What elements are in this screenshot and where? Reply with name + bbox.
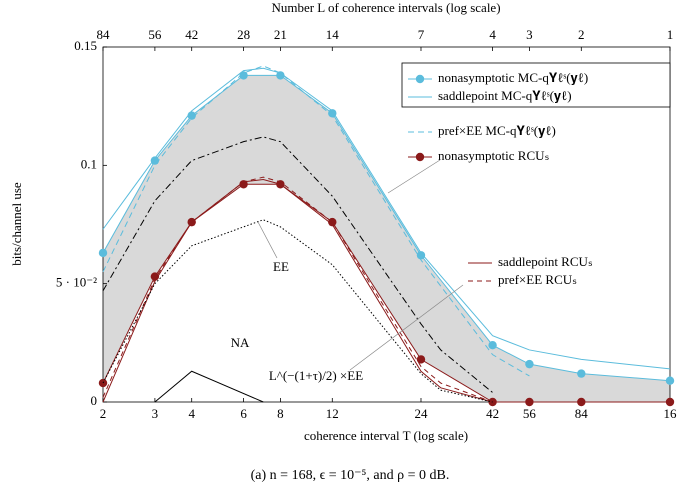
x2-tick-label: 28 — [237, 27, 250, 42]
series-line — [102, 176, 670, 403]
legend-marker — [415, 74, 425, 84]
series-line — [102, 219, 493, 403]
plot-frame — [102, 46, 671, 403]
x2-tick-label: 56 — [148, 27, 162, 42]
x2-tick-label: 14 — [326, 27, 340, 42]
top-axis-title: Number L of coherence intervals (log sca… — [271, 0, 500, 15]
x-tick-label: 2 — [100, 406, 107, 421]
annotation-leader — [387, 159, 441, 194]
series-marker — [525, 359, 534, 369]
series-marker — [665, 376, 675, 385]
legend-label: pref×EE MC-q𝐘ℓˢ(𝐲ℓ) — [438, 123, 556, 138]
y-tick-label: 0.1 — [81, 156, 97, 171]
x2-tick-label: 4 — [489, 27, 496, 42]
y-tick-label: 0.15 — [74, 38, 97, 53]
x-tick-label: 16 — [664, 406, 678, 421]
x-tick-label: 4 — [188, 406, 195, 421]
x2-tick-label: 7 — [418, 27, 425, 42]
legend-label: pref×EE RCUₛ — [498, 272, 577, 287]
legend-label: nonasymptotic RCUₛ — [438, 148, 550, 163]
legend-marker — [415, 152, 425, 162]
series-marker — [276, 71, 285, 80]
series-line — [102, 136, 493, 393]
x-tick-label: 84 — [575, 406, 589, 421]
legend-box — [401, 62, 671, 108]
series-line — [102, 65, 530, 377]
series-marker — [577, 369, 586, 378]
x2-tick-label: 21 — [274, 27, 287, 42]
annotation: L^(−(1+τ)/2) ×EE — [269, 368, 363, 383]
series-marker — [239, 71, 248, 80]
series-line — [102, 67, 671, 370]
shaded-area — [103, 75, 670, 403]
y-tick-label: 5 · 10⁻² — [56, 275, 97, 290]
x-tick-label: 24 — [414, 406, 428, 421]
annotation-leader — [257, 221, 278, 259]
series-marker — [98, 248, 108, 258]
y-axis-title: bits/channel use — [9, 182, 24, 266]
series-marker — [416, 251, 426, 260]
x-tick-label: 3 — [152, 406, 159, 421]
x2-tick-label: 1 — [667, 27, 674, 42]
series-line — [154, 370, 264, 403]
y-tick-label: 0 — [91, 393, 98, 408]
caption: (a) n = 168, ϵ = 10⁻⁵, and ρ = 0 dB. — [251, 468, 450, 483]
x2-tick-label: 2 — [578, 27, 585, 42]
series-marker — [328, 109, 337, 118]
annotation: NA — [231, 335, 250, 350]
legend-label: saddlepoint RCUₛ — [498, 254, 593, 269]
annotation: EE — [273, 259, 289, 274]
legend-label: saddlepoint MC-q𝐘ℓˢ(𝐲ℓ) — [438, 88, 572, 103]
x2-tick-label: 42 — [185, 27, 198, 42]
annotation-leader — [349, 284, 464, 371]
x-tick-label: 8 — [277, 406, 284, 421]
series-marker — [488, 341, 497, 350]
legend-label: nonasymptotic MC-q𝐘ℓˢ(𝐲ℓ) — [438, 70, 588, 85]
x-tick-label: 56 — [523, 406, 537, 421]
series-marker — [416, 355, 426, 364]
x-tick-label: 6 — [240, 406, 247, 421]
x2-tick-label: 3 — [526, 27, 533, 42]
x-tick-label: 12 — [326, 406, 339, 421]
x-tick-label: 42 — [486, 406, 499, 421]
x-axis-title: coherence interval T (log scale) — [304, 428, 468, 443]
series-marker — [239, 180, 248, 189]
x2-tick-label: 84 — [97, 27, 111, 42]
